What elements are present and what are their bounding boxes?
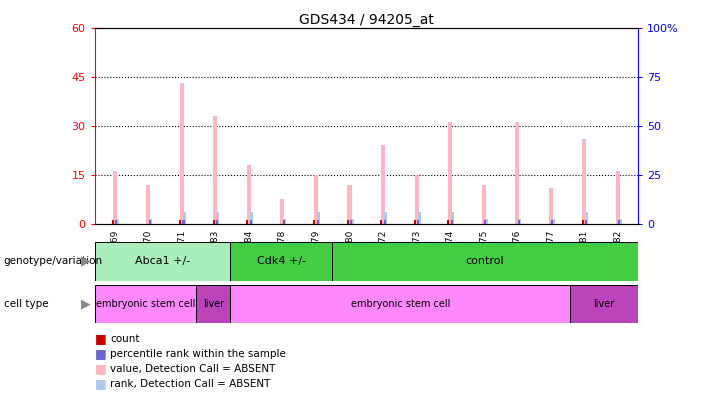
Text: ▶: ▶ (81, 297, 90, 310)
Bar (585, 221, 587, 224)
Bar (485, 219, 488, 224)
Bar (332, 242, 638, 281)
Bar (618, 221, 620, 224)
Bar (280, 199, 285, 224)
Bar (250, 221, 252, 224)
Bar (384, 212, 387, 224)
Bar (317, 221, 319, 224)
Text: percentile rank within the sample: percentile rank within the sample (110, 348, 286, 359)
Bar (482, 185, 486, 224)
Bar (116, 219, 118, 224)
Bar (246, 221, 248, 224)
Bar (515, 122, 519, 224)
Bar (451, 221, 453, 224)
Bar (570, 285, 638, 323)
Bar (212, 221, 215, 224)
Bar (314, 175, 318, 224)
Bar (552, 221, 553, 224)
Bar (149, 221, 151, 224)
Bar (213, 116, 217, 224)
Bar (180, 83, 184, 224)
Text: ■: ■ (95, 377, 107, 390)
Bar (196, 285, 231, 323)
Bar (381, 145, 385, 224)
Text: Cdk4 +/-: Cdk4 +/- (257, 256, 306, 267)
Text: ■: ■ (95, 332, 107, 345)
Text: rank, Detection Call = ABSENT: rank, Detection Call = ABSENT (110, 379, 271, 389)
Bar (615, 171, 620, 224)
Bar (583, 139, 586, 224)
Bar (414, 221, 416, 224)
Bar (447, 221, 449, 224)
Text: value, Detection Call = ABSENT: value, Detection Call = ABSENT (110, 364, 275, 374)
Bar (348, 185, 351, 224)
Bar (217, 212, 219, 224)
Bar (231, 242, 332, 281)
Bar (179, 221, 181, 224)
Bar (216, 221, 218, 224)
Bar (95, 285, 196, 323)
Text: ■: ■ (95, 347, 107, 360)
Bar (247, 165, 251, 224)
Text: control: control (465, 256, 505, 267)
Bar (183, 212, 186, 224)
Bar (112, 221, 114, 224)
Text: ▶: ▶ (81, 255, 90, 268)
Bar (113, 171, 117, 224)
Bar (619, 219, 622, 224)
Text: ■: ■ (95, 362, 107, 375)
Bar (350, 221, 352, 224)
Bar (182, 221, 184, 224)
Text: liver: liver (593, 299, 615, 309)
Text: embryonic stem cell: embryonic stem cell (96, 299, 196, 309)
Bar (518, 221, 520, 224)
Bar (552, 219, 554, 224)
Text: embryonic stem cell: embryonic stem cell (350, 299, 450, 309)
Bar (231, 285, 570, 323)
Bar (283, 221, 285, 224)
Bar (381, 221, 382, 224)
Bar (116, 221, 118, 224)
Text: cell type: cell type (4, 299, 48, 309)
Bar (448, 122, 452, 224)
Text: Abca1 +/-: Abca1 +/- (135, 256, 190, 267)
Bar (582, 221, 583, 224)
Bar (313, 221, 315, 224)
Bar (147, 185, 150, 224)
Bar (484, 221, 486, 224)
Bar (519, 219, 522, 224)
Text: genotype/variation: genotype/variation (4, 256, 102, 267)
Text: liver: liver (203, 299, 224, 309)
Text: count: count (110, 333, 139, 344)
Bar (417, 221, 419, 224)
Bar (451, 212, 454, 224)
Title: GDS434 / 94205_at: GDS434 / 94205_at (299, 13, 434, 27)
Bar (585, 212, 588, 224)
Bar (318, 212, 320, 224)
Bar (549, 188, 552, 224)
Bar (418, 212, 421, 224)
Bar (250, 212, 253, 224)
Bar (350, 219, 353, 224)
Bar (284, 219, 287, 224)
Bar (347, 221, 349, 224)
Bar (149, 219, 152, 224)
Bar (383, 221, 386, 224)
Bar (95, 242, 231, 281)
Bar (414, 175, 418, 224)
